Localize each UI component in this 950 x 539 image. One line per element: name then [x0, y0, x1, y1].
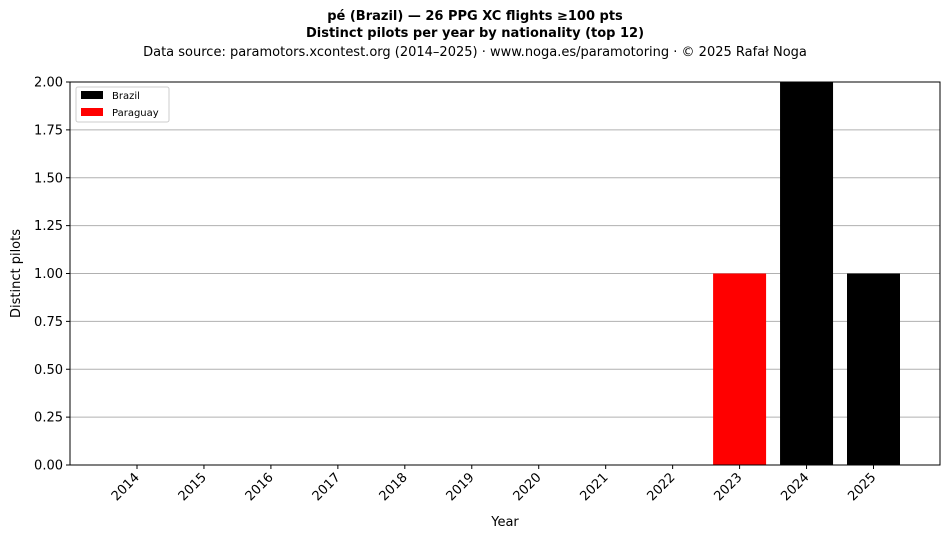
x-tick-label: 2015	[176, 470, 210, 504]
chart-title-line1: pé (Brazil) — 26 PPG XC flights ≥100 pts	[327, 9, 623, 24]
x-tick-label: 2022	[644, 470, 678, 504]
y-tick-label: 1.00	[34, 267, 63, 282]
y-tick-label: 1.25	[34, 219, 63, 234]
y-tick-label: 0.75	[34, 315, 63, 330]
legend-label-paraguay: Paraguay	[112, 108, 159, 119]
legend-swatch-brazil	[81, 91, 103, 99]
legend-label-brazil: Brazil	[112, 91, 140, 102]
bars-layer	[713, 82, 900, 465]
y-tick-label: 0.00	[34, 459, 63, 474]
y-tick-label: 0.50	[34, 363, 63, 378]
legend-swatch-paraguay	[81, 108, 103, 116]
chart-title-line2: Distinct pilots per year by nationality …	[306, 26, 644, 41]
y-tick-label: 1.75	[34, 123, 63, 138]
y-axis-label: Distinct pilots	[9, 229, 24, 318]
y-tick-label: 1.50	[34, 171, 63, 186]
y-tick-label: 2.00	[34, 76, 63, 91]
x-tick-label: 2017	[310, 470, 344, 504]
bar-brazil-2024	[780, 82, 834, 465]
x-tick-label: 2014	[109, 470, 143, 504]
x-axis: 2014 2015 2016 2017 2018 2019 2020 2021 2022 2023…	[109, 465, 879, 504]
legend: Brazil Paraguay	[75, 86, 170, 123]
grid-layer	[70, 129, 940, 418]
chart-subtitle: Data source: paramotors.xcontest.org (20…	[143, 45, 807, 60]
x-tick-label: 2024	[778, 470, 812, 504]
x-tick-label: 2019	[444, 470, 478, 504]
x-axis-label: Year	[490, 515, 519, 530]
x-tick-label: 2021	[578, 470, 612, 504]
x-tick-label: 2023	[711, 470, 745, 504]
x-tick-label: 2016	[243, 470, 277, 504]
bar-brazil-2025	[847, 273, 900, 465]
x-tick-label: 2025	[845, 470, 879, 504]
x-tick-label: 2020	[511, 470, 545, 504]
x-tick-label: 2018	[377, 470, 411, 504]
bar-paraguay-2023	[713, 273, 767, 465]
y-axis: 0.00 0.25 0.50 0.75 1.00 1.25 1.50 1.75 2.00	[34, 76, 70, 474]
y-tick-label: 0.25	[34, 411, 63, 426]
